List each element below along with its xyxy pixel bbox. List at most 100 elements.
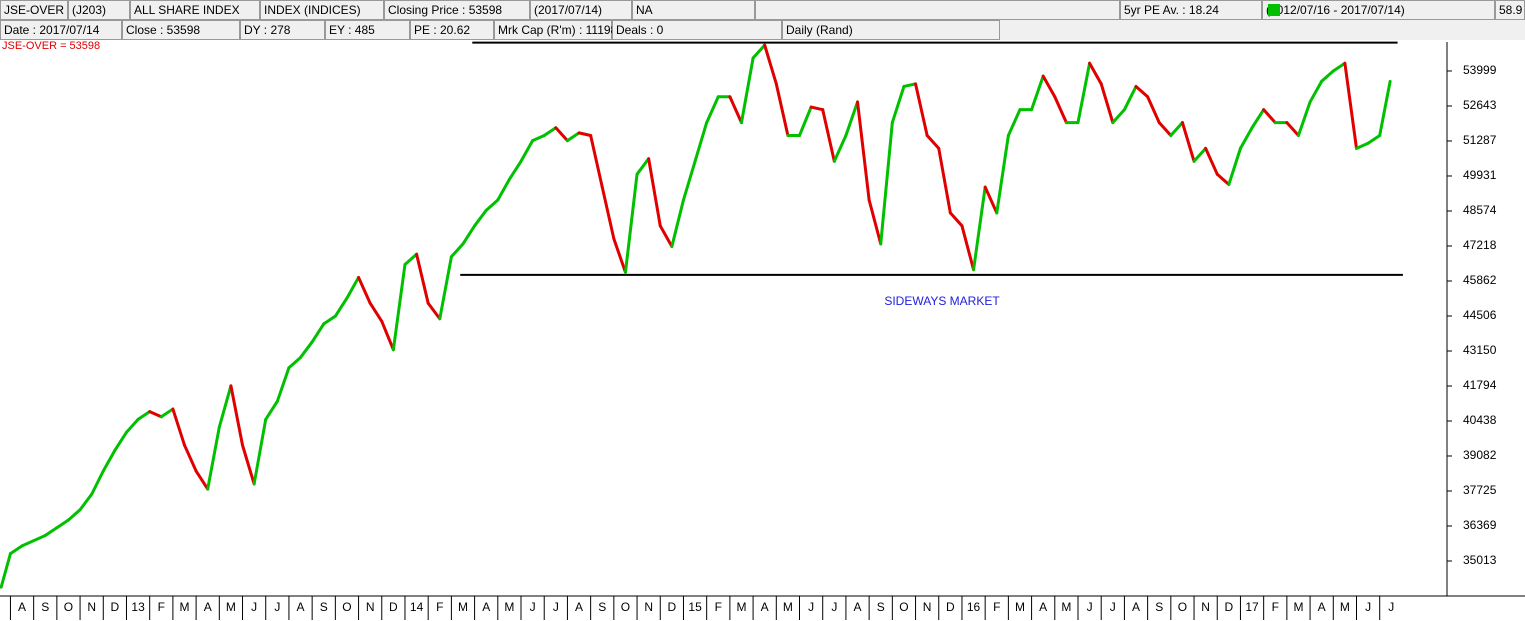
- price-segment: [693, 121, 709, 163]
- x-tick-label: O: [342, 600, 351, 614]
- x-tick-label: O: [1178, 600, 1187, 614]
- price-segment: [763, 43, 778, 86]
- price-segment: [739, 56, 755, 125]
- price-segment: [890, 84, 906, 125]
- price-segment: [287, 355, 303, 370]
- price-segment: [217, 384, 233, 429]
- price-segment: [333, 296, 349, 318]
- header-cell: [384, 0, 530, 20]
- price-segment: [623, 172, 639, 274]
- header-field: INDEX (INDICES): [264, 3, 361, 17]
- x-tick-label: J: [1087, 600, 1093, 614]
- price-segment: [1122, 84, 1138, 112]
- price-segment: [484, 198, 500, 212]
- header-cell: [1262, 0, 1495, 20]
- price-segment: [1308, 79, 1324, 104]
- header-cell: [68, 0, 130, 20]
- x-tick-label: S: [598, 600, 606, 614]
- price-segment: [426, 301, 442, 321]
- price-segment: [357, 275, 372, 305]
- x-tick-label: F: [715, 600, 722, 614]
- price-segment: [496, 177, 511, 202]
- price-segment: [1378, 79, 1392, 137]
- header-cell: [0, 0, 68, 20]
- price-segment: [415, 252, 430, 305]
- x-tick-label: M: [458, 600, 468, 614]
- price-segment: [148, 410, 163, 419]
- price-segment: [1227, 146, 1242, 187]
- x-tick-label: O: [621, 600, 630, 614]
- price-segment: [403, 252, 419, 267]
- price-segment: [1076, 61, 1092, 125]
- annotation: SIDEWAYS MARKET: [884, 294, 1000, 308]
- header-field: NA: [636, 3, 653, 17]
- header-cell: [530, 0, 632, 20]
- price-segment: [345, 275, 361, 300]
- x-tick-label: J: [808, 600, 814, 614]
- legend-label: JSE-OVER = 53598: [2, 40, 100, 52]
- price-segment: [925, 133, 941, 150]
- price-segment: [1169, 121, 1184, 137]
- price-segment: [78, 492, 94, 512]
- price-segment: [8, 544, 24, 556]
- price-segment: [1238, 126, 1254, 150]
- x-tick-label: M: [1015, 600, 1025, 614]
- price-segment: [1053, 95, 1068, 125]
- price-segment: [519, 139, 535, 163]
- price-segment: [681, 159, 697, 202]
- y-tick-label: 51287: [1463, 133, 1497, 147]
- x-tick-label: N: [1201, 600, 1210, 614]
- x-tick-label: D: [111, 600, 120, 614]
- x-tick-label: J: [251, 600, 257, 614]
- price-segment: [531, 133, 546, 143]
- price-segment: [136, 410, 152, 421]
- x-tick-label: A: [1318, 600, 1326, 614]
- y-tick-label: 49931: [1463, 168, 1497, 182]
- price-segment: [647, 157, 662, 228]
- price-segment: [124, 417, 140, 434]
- price-segment: [322, 314, 337, 326]
- price-segment: [66, 508, 82, 522]
- price-segment: [554, 126, 569, 143]
- x-tick-label: J: [1110, 600, 1116, 614]
- header-field: ALL SHARE INDEX: [134, 3, 240, 17]
- y-tick-label: 39082: [1463, 448, 1497, 462]
- price-segment: [1331, 61, 1347, 73]
- price-segment: [1146, 95, 1161, 125]
- price-segment: [635, 157, 651, 176]
- price-segment: [995, 133, 1010, 215]
- x-tick-label: A: [204, 600, 212, 614]
- y-tick-label: 37725: [1463, 483, 1497, 497]
- price-segment: [183, 443, 198, 473]
- price-segment: [101, 448, 117, 473]
- x-tick-label: J: [1388, 600, 1394, 614]
- price-segment: [565, 131, 581, 143]
- header-cell: [130, 0, 260, 20]
- x-tick-label: J: [553, 600, 559, 614]
- x-tick-label: 16: [967, 600, 981, 614]
- x-tick-label: F: [1272, 600, 1279, 614]
- price-segment: [774, 82, 790, 137]
- y-tick-label: 45862: [1463, 273, 1497, 287]
- y-tick-label: 47218: [1463, 238, 1497, 252]
- price-segment: [844, 100, 860, 137]
- x-tick-label: S: [1155, 600, 1163, 614]
- price-segment: [1111, 108, 1126, 125]
- price-segment: [241, 443, 256, 486]
- price-segment: [20, 539, 36, 548]
- price-segment: [832, 133, 848, 163]
- y-tick-label: 35013: [1463, 553, 1497, 567]
- price-segment: [879, 121, 894, 246]
- price-segment: [798, 105, 813, 137]
- price-segment: [728, 95, 743, 125]
- header-cell: [782, 20, 1000, 40]
- price-segment: [983, 185, 999, 215]
- x-tick-label: O: [64, 600, 73, 614]
- x-tick-label: 14: [410, 600, 424, 614]
- price-segment: [1354, 141, 1370, 150]
- x-tick-label: M: [1293, 600, 1303, 614]
- price-segment: [867, 198, 883, 246]
- x-tick-label: M: [226, 600, 236, 614]
